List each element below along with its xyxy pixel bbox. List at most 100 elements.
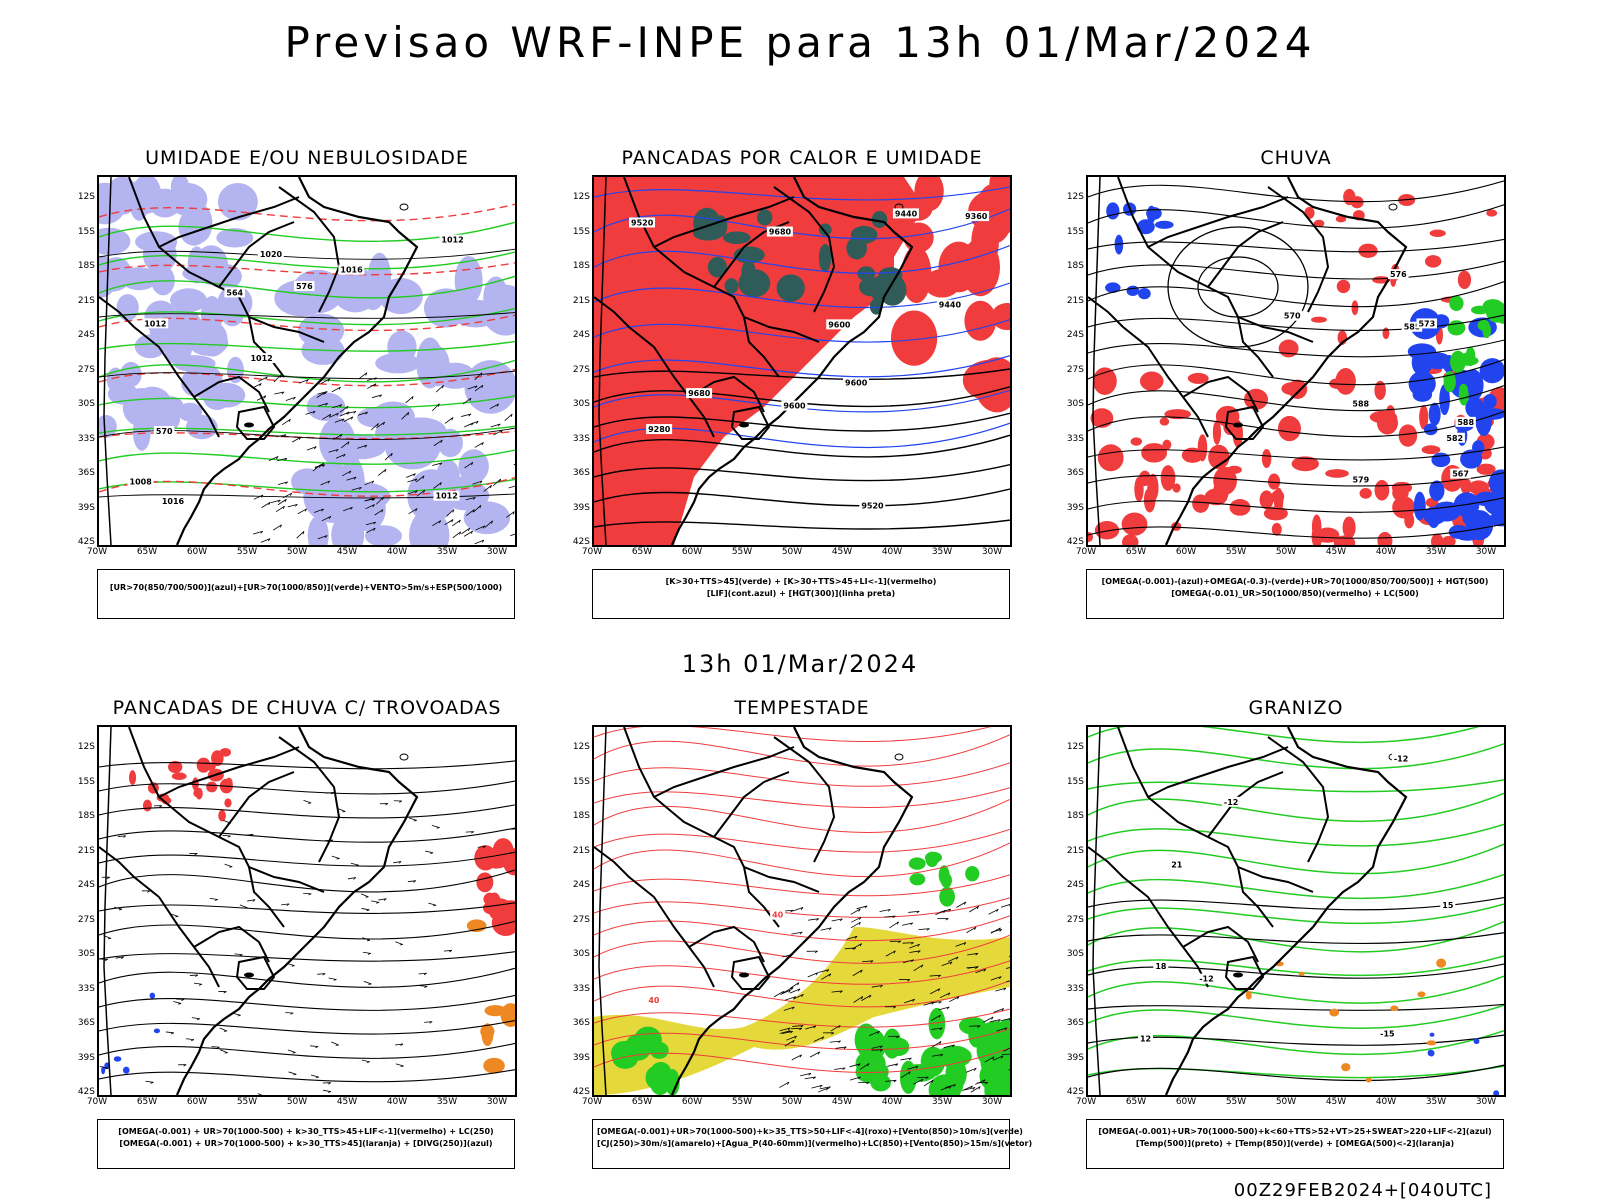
country-border (249, 867, 324, 892)
contour-label-text: 582 (1446, 434, 1463, 443)
wind-arrow (225, 864, 233, 867)
contour-label-text: 9520 (861, 502, 884, 511)
lat-tick-label: 24S (67, 880, 95, 890)
shaded-cell (1146, 207, 1162, 220)
shaded-cell (1466, 346, 1476, 366)
contour-line (594, 916, 1010, 941)
lon-tick-label: 65W (132, 1097, 162, 1107)
lat-tick-label: 27S (562, 365, 590, 375)
wind-arrow (991, 928, 1001, 933)
shaded-cell (197, 758, 211, 773)
contour-label: -12 (1197, 974, 1218, 984)
shaded-cell (1188, 373, 1209, 384)
wind-arrow (276, 506, 284, 511)
wind-arrow (223, 835, 231, 836)
contour-label-text: 9600 (845, 379, 868, 388)
contour-label: 579 (1350, 475, 1371, 485)
lon-tick-label: 40W (877, 547, 907, 557)
contour-label-text: 570 (1284, 312, 1301, 321)
contour-label: 1012 (142, 318, 168, 328)
lon-tick-label: 55W (727, 547, 757, 557)
wind-arrow (210, 898, 218, 899)
contour-line (594, 788, 1010, 808)
lake (400, 204, 408, 210)
contour-label: 1012 (248, 353, 274, 363)
lat-tick-label: 18S (67, 811, 95, 821)
lat-tick-label: 12S (562, 742, 590, 752)
shaded-cell (387, 331, 416, 363)
contour-line (99, 828, 515, 842)
shaded-cell (1399, 424, 1417, 446)
contour-label-text: 1012 (144, 319, 166, 328)
wind-arrow-head (334, 979, 337, 980)
coastline-west (104, 727, 111, 1095)
lat-tick-label: 36S (1056, 1018, 1084, 1028)
shaded-cell (1493, 1090, 1499, 1095)
contour-line (99, 952, 515, 962)
lat-tick-label: 12S (67, 192, 95, 202)
lat-tick-label: 33S (67, 434, 95, 444)
lon-tick-label: 70W (82, 547, 112, 557)
contour-label: 582 (1444, 433, 1465, 443)
contour-label: 576 (1388, 269, 1409, 279)
wind-arrow-head (367, 1062, 370, 1063)
shaded-cell (851, 226, 878, 244)
wind-arrow (311, 1075, 319, 1077)
shaded-cell (910, 873, 926, 885)
wind-arrow (396, 1064, 404, 1066)
shaded-cell (1480, 358, 1504, 383)
country-border (279, 737, 339, 862)
panel-title: UMIDADE E/OU NEBULOSIDADE (77, 147, 537, 169)
legend-line: [OMEGA(-0.001)+UR>70(1000-500)+k>35_TTS>… (597, 1126, 1005, 1138)
shaded-cell (135, 334, 166, 358)
wind-arrow (258, 1094, 265, 1095)
lon-tick-label: 40W (382, 547, 412, 557)
wind-arrow-head (424, 986, 427, 987)
contour-label-text: -12 (1199, 975, 1213, 984)
shaded-cell (887, 1038, 909, 1056)
wind-arrow (329, 978, 337, 979)
lat-tick-label: 27S (562, 915, 590, 925)
country-border (1208, 222, 1283, 287)
lat-tick-label: 33S (1056, 434, 1084, 444)
wind-arrow (514, 462, 515, 465)
contour-label-text: 18 (1155, 962, 1167, 971)
lat-tick-label: 21S (562, 296, 590, 306)
lon-tick-label: 60W (677, 1097, 707, 1107)
lake (739, 423, 749, 428)
shaded-field (274, 253, 515, 545)
panel-title: TEMPESTADE (572, 697, 1032, 719)
lat-tick-label: 33S (562, 984, 590, 994)
lon-tick-label: 45W (332, 547, 362, 557)
shaded-cell (362, 280, 384, 310)
contour-line (99, 852, 515, 866)
contour-label-text: 40 (648, 996, 660, 1005)
shaded-cell (1213, 420, 1221, 445)
contour-label: 1012 (434, 491, 460, 501)
lat-tick-label: 18S (562, 811, 590, 821)
wind-arrow (332, 856, 340, 858)
lon-tick-label: 70W (577, 1097, 607, 1107)
legend-line: [K>30+TTS>45](verde) + [K>30+TTS>45+LI<-… (597, 576, 1005, 588)
lat-tick-label: 21S (1056, 296, 1084, 306)
shaded-cell (196, 788, 203, 800)
shaded-cell (1230, 499, 1251, 516)
lake (400, 754, 408, 760)
shaded-cell (1417, 991, 1425, 997)
wind-arrow (146, 1081, 154, 1082)
shaded-cell (1140, 371, 1164, 390)
lon-tick-label: 70W (577, 547, 607, 557)
lat-tick-label: 27S (1056, 915, 1084, 925)
lake (739, 973, 749, 978)
lon-tick-label: 40W (877, 1097, 907, 1107)
lon-tick-label: 60W (1171, 547, 1201, 557)
lon-tick-label: 40W (382, 1097, 412, 1107)
lat-tick-label: 30S (67, 949, 95, 959)
shaded-field (1105, 202, 1174, 299)
shaded-cell (1467, 403, 1487, 418)
lon-tick-label: 30W (977, 547, 1007, 557)
shaded-cell (218, 810, 226, 822)
lat-tick-label: 18S (67, 261, 95, 271)
wind-arrow (505, 414, 512, 421)
shaded-cell (1428, 1050, 1434, 1056)
